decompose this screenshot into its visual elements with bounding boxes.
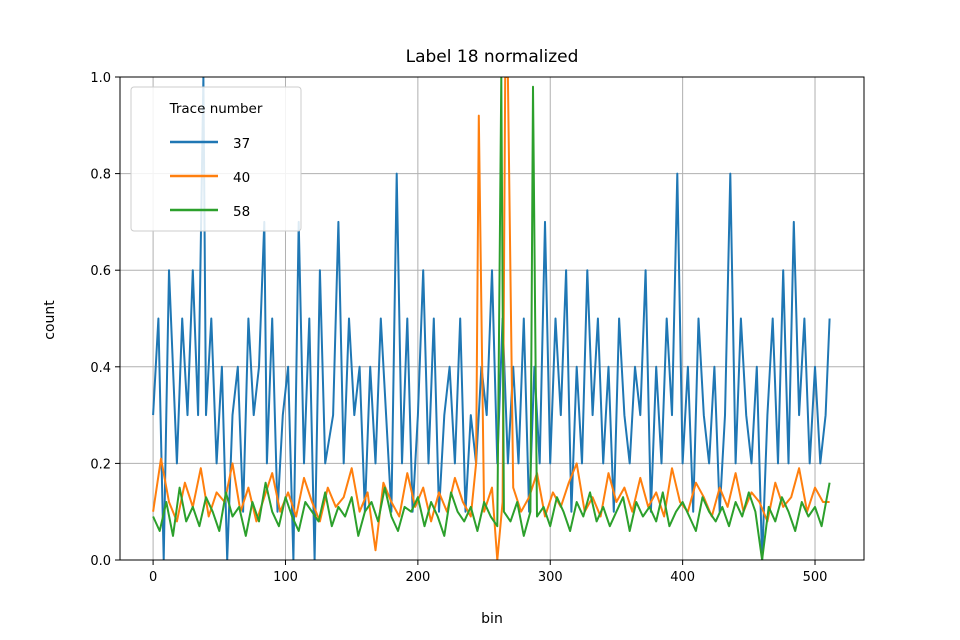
chart-title: Label 18 normalized bbox=[406, 47, 579, 67]
x-tick-label: 500 bbox=[803, 570, 828, 585]
legend-label-40: 40 bbox=[233, 170, 250, 186]
y-tick-label: 0.8 bbox=[90, 168, 111, 183]
legend-box bbox=[130, 86, 302, 232]
x-axis-label: bin bbox=[481, 611, 503, 627]
x-tick-label: 400 bbox=[670, 570, 695, 585]
plot-frame bbox=[119, 76, 865, 561]
y-tick-label: 1.0 bbox=[90, 71, 111, 86]
legend-label-58: 58 bbox=[233, 204, 250, 220]
x-tick-label: 100 bbox=[273, 570, 298, 585]
y-tick-label: 0.4 bbox=[90, 361, 111, 376]
x-axis: 0 100 200 300 400 500 bbox=[149, 560, 827, 585]
legend-entries: 37 40 58 bbox=[170, 136, 250, 220]
y-tick-label: 0.6 bbox=[90, 264, 111, 279]
x-tick-label: 300 bbox=[538, 570, 563, 585]
legend: Trace number 37 40 58 bbox=[130, 86, 302, 232]
x-tick-label: 0 bbox=[149, 570, 157, 585]
y-tick-label: 0.0 bbox=[90, 554, 111, 569]
series-line-58 bbox=[152, 77, 831, 560]
series-layer bbox=[152, 77, 831, 560]
y-axis: 0.0 0.2 0.4 0.6 0.8 1.0 bbox=[90, 71, 120, 569]
legend-title: Trace number bbox=[169, 101, 263, 117]
y-axis-label: count bbox=[42, 300, 58, 340]
y-tick-label: 0.2 bbox=[90, 457, 111, 472]
legend-label-37: 37 bbox=[233, 136, 250, 152]
series-line-37 bbox=[152, 77, 831, 560]
x-tick-label: 200 bbox=[405, 570, 430, 585]
